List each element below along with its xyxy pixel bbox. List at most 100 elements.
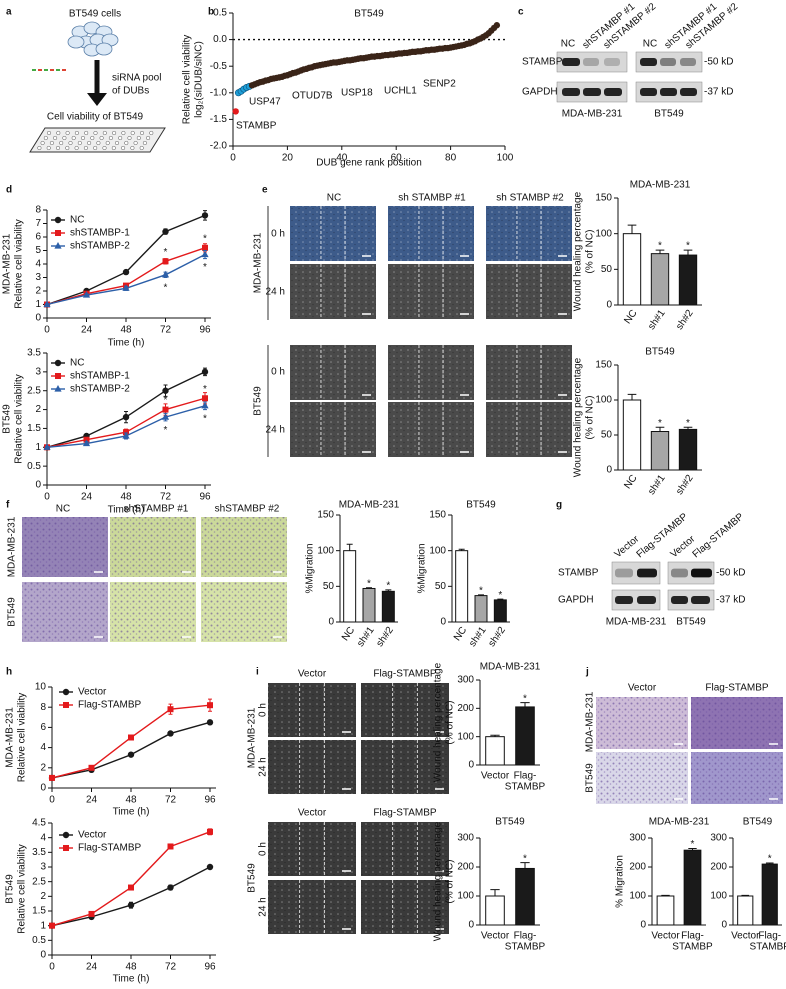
x-tick-label: 20 bbox=[282, 153, 294, 164]
error-bar bbox=[655, 249, 665, 254]
y-axis-label: BT549 bbox=[2, 404, 13, 434]
x-axis-label: DUB gene rank position bbox=[316, 158, 422, 169]
marker bbox=[43, 443, 51, 450]
y-tick-label: -1.0 bbox=[210, 87, 228, 98]
y-tick-label: 200 bbox=[457, 703, 474, 714]
annotation: USP18 bbox=[341, 88, 373, 99]
panel-letter: g bbox=[556, 500, 562, 511]
y-tick-label: 2 bbox=[40, 891, 46, 902]
label: 24 h bbox=[266, 425, 285, 436]
x-tick-label: 72 bbox=[160, 492, 172, 503]
well bbox=[65, 130, 70, 136]
band bbox=[615, 568, 633, 578]
well bbox=[102, 130, 107, 136]
y-tick-label: 1.5 bbox=[27, 423, 41, 434]
bar bbox=[622, 233, 642, 306]
significance: * bbox=[498, 590, 502, 601]
chart-title: BT549 bbox=[354, 9, 384, 20]
y-tick-label: 150 bbox=[595, 193, 612, 204]
band bbox=[671, 568, 688, 578]
micrograph-texture bbox=[388, 402, 474, 457]
chart-title: MDA-MB-231 bbox=[649, 817, 710, 828]
y-tick-label: 0.5 bbox=[32, 935, 46, 946]
marker bbox=[161, 270, 170, 278]
panel-letter: a bbox=[6, 7, 12, 18]
x-tick-label: 80 bbox=[445, 153, 457, 164]
marker bbox=[43, 300, 51, 308]
significance: * bbox=[686, 418, 690, 429]
x-tick-label: Flag- bbox=[681, 931, 704, 942]
y-tick-label: 0 bbox=[35, 313, 41, 324]
micrograph-texture bbox=[388, 345, 474, 400]
well bbox=[43, 135, 48, 141]
band bbox=[671, 596, 688, 604]
well bbox=[102, 145, 107, 151]
marker bbox=[201, 368, 209, 376]
well bbox=[96, 140, 101, 146]
band bbox=[615, 596, 633, 604]
label: Flag-STAMBP bbox=[373, 669, 436, 680]
bar bbox=[650, 431, 670, 471]
y-tick-label: -1.5 bbox=[210, 114, 228, 125]
x-axis-label: Time (h) bbox=[108, 338, 145, 349]
y-axis-label: (% of NC) bbox=[585, 230, 596, 274]
micrograph-texture bbox=[268, 740, 356, 794]
x-tick-label: 0 bbox=[49, 795, 55, 806]
well bbox=[112, 130, 117, 136]
well bbox=[46, 145, 51, 151]
marker bbox=[167, 884, 174, 891]
micrograph-texture bbox=[486, 264, 572, 319]
band bbox=[640, 88, 657, 96]
bar bbox=[515, 706, 535, 766]
y-tick-label: 7 bbox=[35, 218, 41, 229]
well bbox=[93, 130, 98, 136]
micrograph-texture bbox=[290, 264, 376, 319]
label: BT549 bbox=[585, 763, 596, 793]
y-tick-label: 0.0 bbox=[213, 34, 227, 45]
label: NC bbox=[56, 504, 70, 515]
x-tick-label: 48 bbox=[120, 492, 132, 503]
annotation: SENP2 bbox=[423, 79, 456, 90]
y-axis-label: Wound healing percentage bbox=[573, 191, 584, 311]
micrograph-texture bbox=[486, 345, 572, 400]
micrograph-texture bbox=[361, 683, 449, 737]
x-tick-label: 48 bbox=[125, 962, 137, 973]
error-bar bbox=[458, 548, 465, 551]
marker bbox=[202, 395, 208, 402]
error-bar bbox=[627, 393, 637, 400]
x-tick-label: 72 bbox=[165, 962, 177, 973]
band bbox=[691, 568, 712, 578]
significance: * bbox=[686, 241, 690, 252]
well bbox=[108, 135, 113, 141]
well bbox=[99, 135, 104, 141]
x-tick-label: 100 bbox=[497, 153, 514, 164]
y-tick-label: 100 bbox=[710, 891, 727, 902]
y-tick-label: 100 bbox=[429, 545, 446, 556]
micrograph-texture bbox=[361, 822, 449, 876]
well bbox=[139, 145, 144, 151]
marker bbox=[201, 250, 209, 258]
y-tick-label: 0.5 bbox=[27, 461, 41, 472]
y-tick-label: 200 bbox=[629, 862, 646, 873]
significance: * bbox=[479, 586, 483, 597]
error-bar bbox=[765, 862, 774, 865]
y-tick-label: 4 bbox=[35, 259, 41, 270]
marker bbox=[167, 843, 174, 850]
significance: * bbox=[164, 395, 168, 406]
x-tick-label: 40 bbox=[336, 153, 348, 164]
marker bbox=[122, 431, 130, 439]
y-tick-label: 0 bbox=[328, 617, 334, 628]
label: BT549 bbox=[654, 109, 684, 120]
significance: * bbox=[658, 241, 662, 252]
micrograph-texture bbox=[486, 402, 572, 457]
error-bar bbox=[490, 889, 500, 896]
x-tick-label: 72 bbox=[165, 795, 177, 806]
micrograph-texture bbox=[290, 206, 376, 261]
legend-marker bbox=[55, 373, 61, 379]
y-axis-label: Relative cell viability bbox=[182, 35, 193, 124]
x-tick-label: 96 bbox=[204, 962, 216, 973]
band bbox=[660, 58, 676, 66]
marker bbox=[122, 284, 130, 291]
micrograph-texture bbox=[691, 752, 783, 804]
micrograph-texture bbox=[22, 517, 108, 577]
